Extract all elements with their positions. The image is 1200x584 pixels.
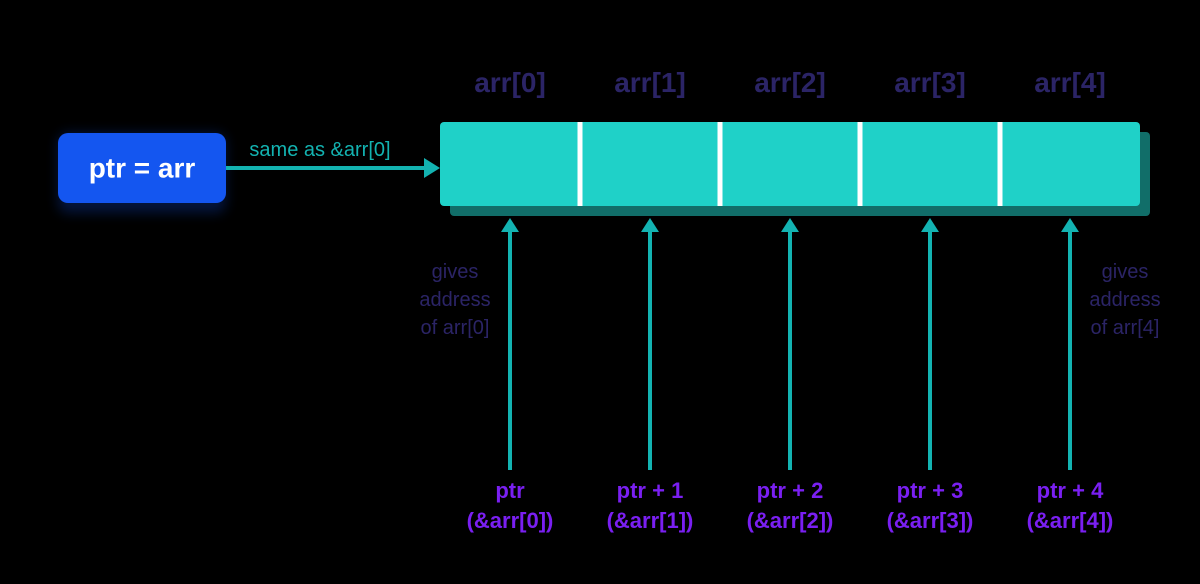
gives-address-annotation: gives xyxy=(432,261,479,283)
pointer-expr-label: ptr + 1 xyxy=(617,478,684,503)
pointer-expr-label: ptr xyxy=(495,478,525,503)
pointer-up-arrowhead xyxy=(501,218,519,232)
pointer-addr-label: (&arr[4]) xyxy=(1027,508,1114,533)
gives-address-annotation: address xyxy=(419,289,490,311)
pointer-up-arrowhead xyxy=(641,218,659,232)
gives-address-annotation: of arr[0] xyxy=(421,317,490,339)
gives-address-annotation: of arr[4] xyxy=(1091,317,1160,339)
gives-address-annotation: gives xyxy=(1102,261,1149,283)
array-index-label: arr[0] xyxy=(474,67,546,98)
array-cell-divider xyxy=(858,122,863,206)
array-cell-divider xyxy=(718,122,723,206)
pointer-expr-label: ptr + 3 xyxy=(897,478,964,503)
array-cell-divider xyxy=(998,122,1003,206)
pointer-expr-label: ptr + 2 xyxy=(757,478,824,503)
pointer-up-arrowhead xyxy=(921,218,939,232)
array-index-label: arr[4] xyxy=(1034,67,1106,98)
array-index-label: arr[3] xyxy=(894,67,966,98)
pointer-array-diagram: ptr = arr same as &arr[0] arr[0] arr[1] ar… xyxy=(0,0,1200,584)
pointer-addr-label: (&arr[3]) xyxy=(887,508,974,533)
same-as-label: same as &arr[0] xyxy=(249,139,390,161)
array-index-label: arr[1] xyxy=(614,67,686,98)
pointer-addr-label: (&arr[2]) xyxy=(747,508,834,533)
pointer-addr-label: (&arr[1]) xyxy=(607,508,694,533)
ptr-box-label: ptr = arr xyxy=(89,152,196,183)
gives-address-annotation: address xyxy=(1089,289,1160,311)
ptr-to-array-arrowhead xyxy=(424,158,440,178)
array-index-label: arr[2] xyxy=(754,67,826,98)
pointer-up-arrowhead xyxy=(1061,218,1079,232)
pointer-addr-label: (&arr[0]) xyxy=(467,508,554,533)
pointer-expr-label: ptr + 4 xyxy=(1037,478,1104,503)
array-cell-divider xyxy=(578,122,583,206)
pointer-up-arrowhead xyxy=(781,218,799,232)
array-body xyxy=(440,122,1140,206)
